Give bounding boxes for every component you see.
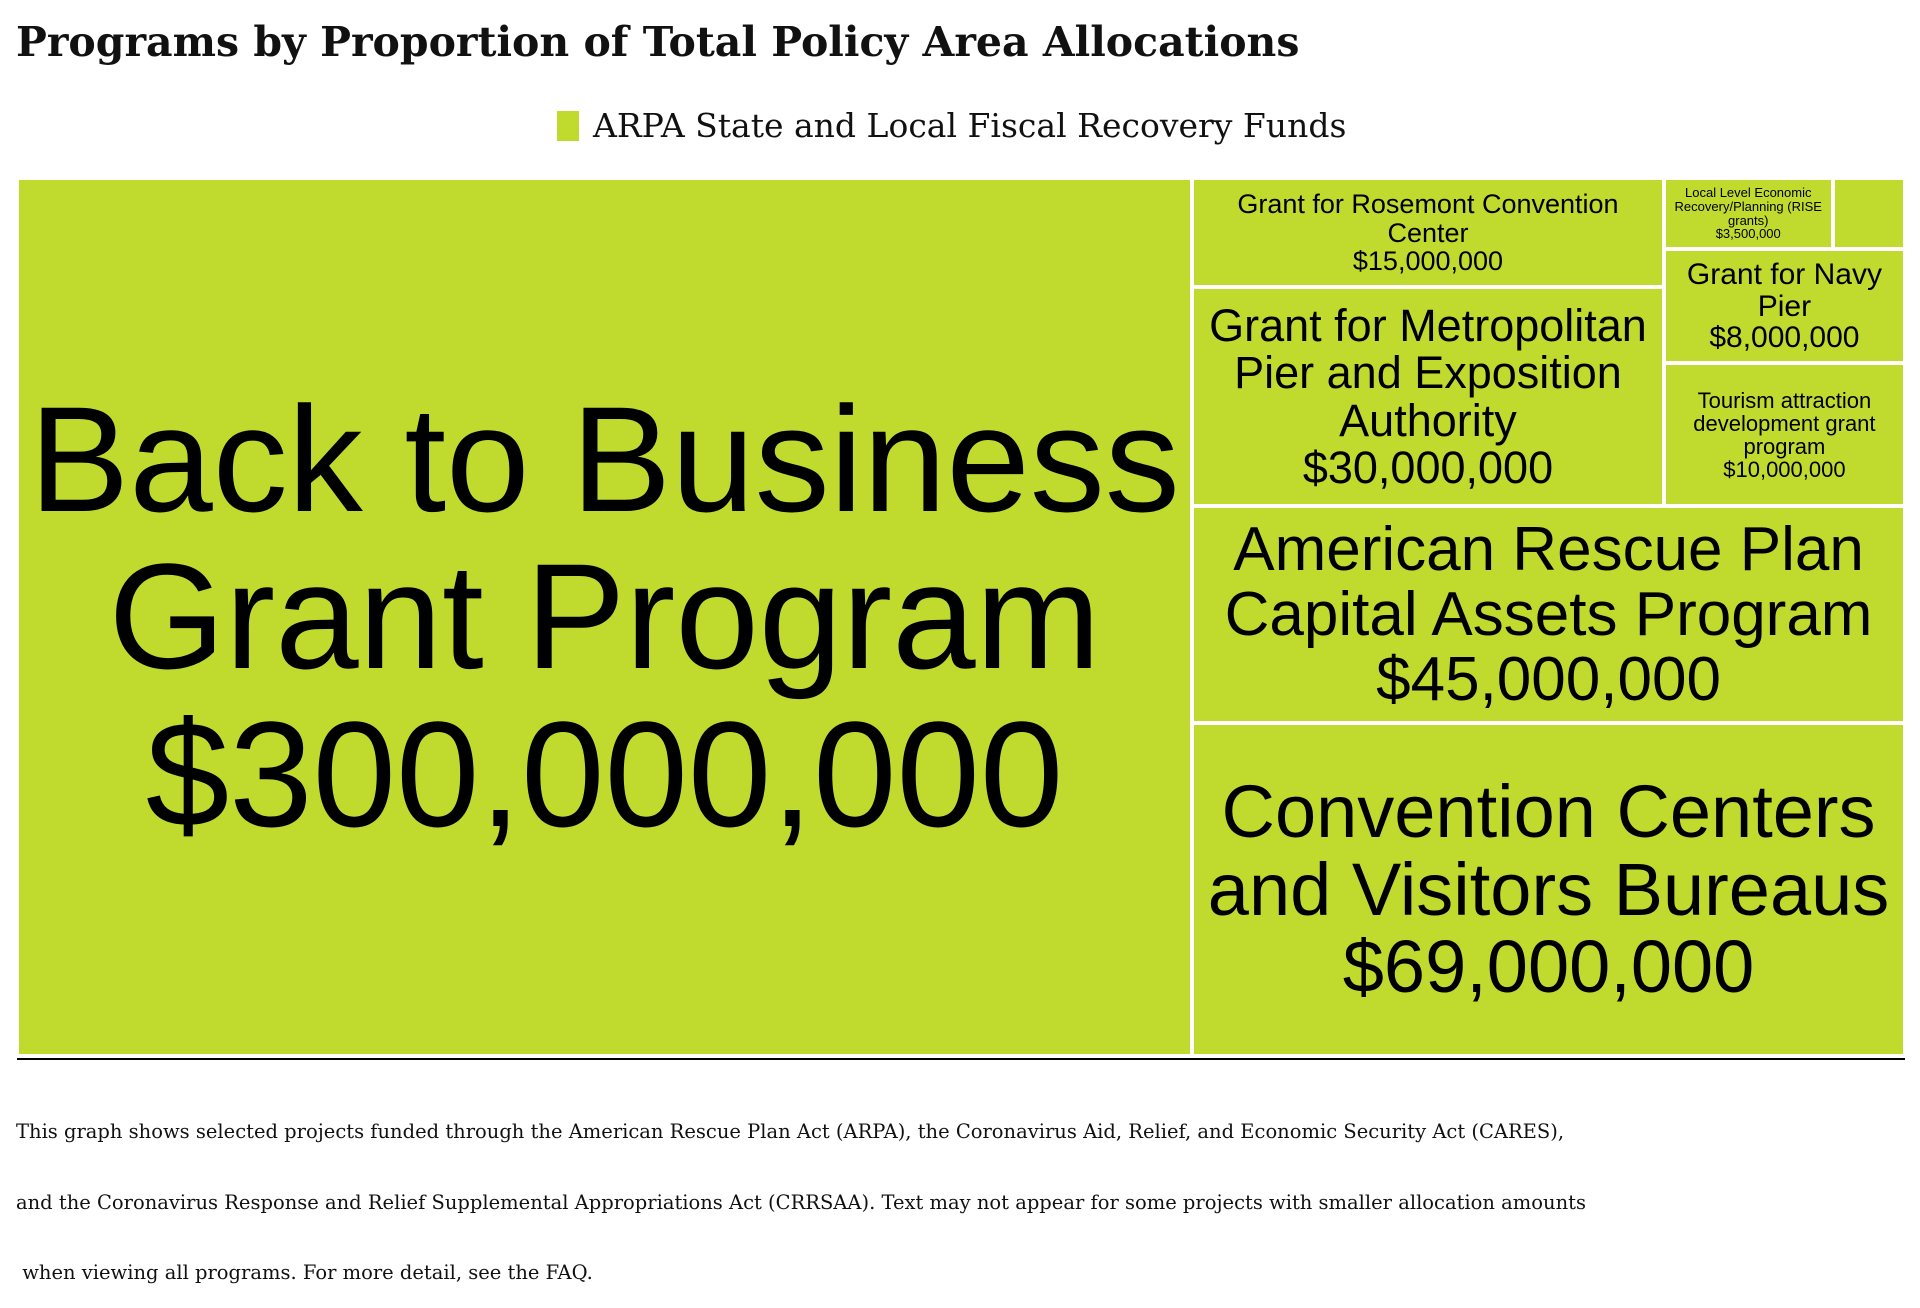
treemap-cell: Local Level Economic Recovery/Planning (… [1663, 178, 1833, 250]
treemap-cell [1832, 178, 1905, 250]
footnote-line: This graph shows selected projects funde… [16, 1120, 1565, 1143]
cell-value: $15,000,000 [1352, 245, 1504, 276]
cell-label: American Rescue Plan Capital Assets Prog… [1224, 514, 1873, 650]
cell-label: Convention Centers and Visitors Bureaus [1207, 770, 1890, 931]
treemap: Back to Business Grant Program $300,000,0… [17, 178, 1905, 1056]
cell-label: Grant for Metropolitan Pier and Expositi… [1209, 300, 1647, 446]
treemap-cell: Back to Business Grant Program $300,000,0… [17, 178, 1193, 1056]
cell-label: Back to Business Grant Program [29, 374, 1180, 701]
cell-value: $10,000,000 [1723, 456, 1846, 482]
cell-value: $30,000,000 [1302, 441, 1554, 493]
treemap-cell: Grant for Metropolitan Pier and Expositi… [1192, 287, 1664, 507]
treemap-cell: Tourism attraction development grant pro… [1663, 363, 1905, 507]
cell-label: Grant for Rosemont Convention Center [1237, 189, 1619, 248]
cell-label: Grant for Navy Pier [1686, 258, 1882, 323]
page: Programs by Proportion of Total Policy A… [16, 18, 1905, 1284]
cell-value: $45,000,000 [1376, 645, 1721, 715]
cell-value: $3,500,000 [1715, 226, 1781, 242]
cell-value: $69,000,000 [1342, 925, 1755, 1009]
footnote-line: and the Coronavirus Response and Relief … [16, 1190, 1586, 1214]
cell-label: Tourism attraction development grant pro… [1693, 387, 1876, 459]
cell-value: $8,000,000 [1709, 321, 1860, 355]
chart-title: Programs by Proportion of Total Policy A… [16, 18, 1300, 66]
footnote: This graph shows selected projects funde… [16, 1073, 1586, 1308]
treemap-cell: American Rescue Plan Capital Assets Prog… [1192, 506, 1905, 724]
treemap-cell: Grant for Rosemont Convention Center $15,… [1192, 178, 1664, 288]
treemap-cell: Grant for Navy Pier $8,000,000 [1663, 249, 1905, 364]
footnote-line: when viewing all programs. For more deta… [16, 1261, 593, 1284]
legend-label: ARPA State and Local Fiscal Recovery Fun… [593, 106, 1347, 145]
cell-label: Local Level Economic Recovery/Planning (… [1674, 185, 1822, 228]
treemap-cell: Convention Centers and Visitors Bureaus $… [1192, 723, 1905, 1056]
legend-swatch [557, 110, 579, 141]
legend: ARPA State and Local Fiscal Recovery Fun… [557, 106, 1346, 145]
divider [17, 1058, 1905, 1060]
cell-value: $300,000,000 [145, 689, 1064, 858]
